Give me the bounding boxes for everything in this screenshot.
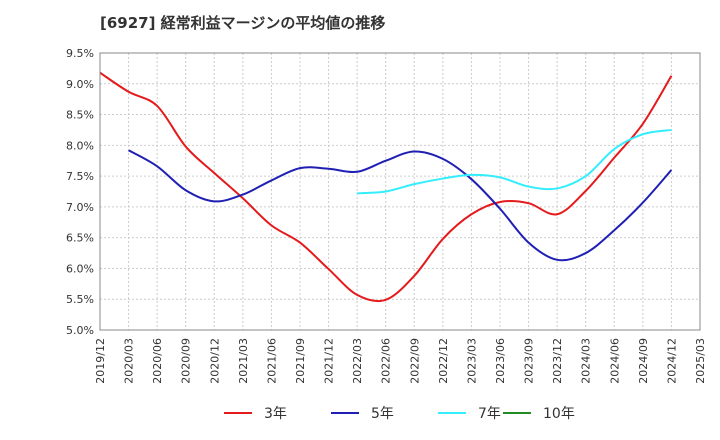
plot-area-frame [99,52,701,331]
y-tick-label: 8.5% [66,109,94,122]
x-tick-label: 2020/06 [151,338,164,384]
series-line-3年 [99,71,673,303]
x-tick-label: 2022/12 [437,338,450,384]
y-tick-label: 7.5% [66,170,94,183]
series-line-7年 [357,128,672,195]
x-tick-label: 2023/03 [465,338,478,384]
y-axis-ticks: 5.0% 5.5% 6.0% 6.5% 7.0% 7.5% 8.0% 8.5% 9.0% 9.5% [66,47,94,337]
chart-title: [6927] 経常利益マージンの平均値の推移 [100,14,386,32]
x-tick-label: 2024/06 [608,338,621,384]
x-tick-label: 2021/12 [323,338,336,384]
legend-label: 7年 [478,406,501,422]
y-tick-label: 8.0% [66,139,94,152]
x-tick-label: 2025/03 [694,338,707,384]
y-tick-label: 9.5% [66,47,94,60]
y-tick-label: 9.0% [66,78,94,91]
x-axis-ticks: 2019/12 2020/03 2020/06 2020/09 2020/12 2021/… [94,338,707,384]
x-tick-label: 2022/06 [380,338,393,384]
legend-label: 10年 [543,406,575,422]
legend: 3年 5年 7年 10年 [224,406,575,422]
series-lines [99,71,673,303]
x-tick-label: 2024/09 [637,338,650,384]
series-line-5年 [128,149,673,262]
y-tick-label: 6.5% [66,232,94,245]
y-tick-label: 5.5% [66,293,94,306]
x-tick-label: 2023/09 [523,338,536,384]
x-tick-label: 2022/09 [408,338,421,384]
y-tick-label: 5.0% [66,324,94,337]
x-tick-label: 2021/09 [294,338,307,384]
legend-label: 3年 [264,406,287,422]
grid-lines [99,52,701,331]
x-tick-label: 2020/12 [208,338,221,384]
y-tick-label: 7.0% [66,201,94,214]
legend-label: 5年 [371,406,394,422]
x-tick-label: 2021/03 [237,338,250,384]
x-tick-label: 2020/09 [180,338,193,384]
x-tick-label: 2020/03 [123,338,136,384]
x-tick-label: 2024/12 [665,338,678,384]
y-tick-label: 6.0% [66,262,94,275]
x-tick-label: 2023/06 [494,338,507,384]
x-tick-label: 2019/12 [94,338,107,384]
x-tick-label: 2021/06 [265,338,278,384]
x-tick-label: 2024/03 [580,338,593,384]
x-tick-label: 2023/12 [551,338,564,384]
x-tick-label: 2022/03 [351,338,364,384]
